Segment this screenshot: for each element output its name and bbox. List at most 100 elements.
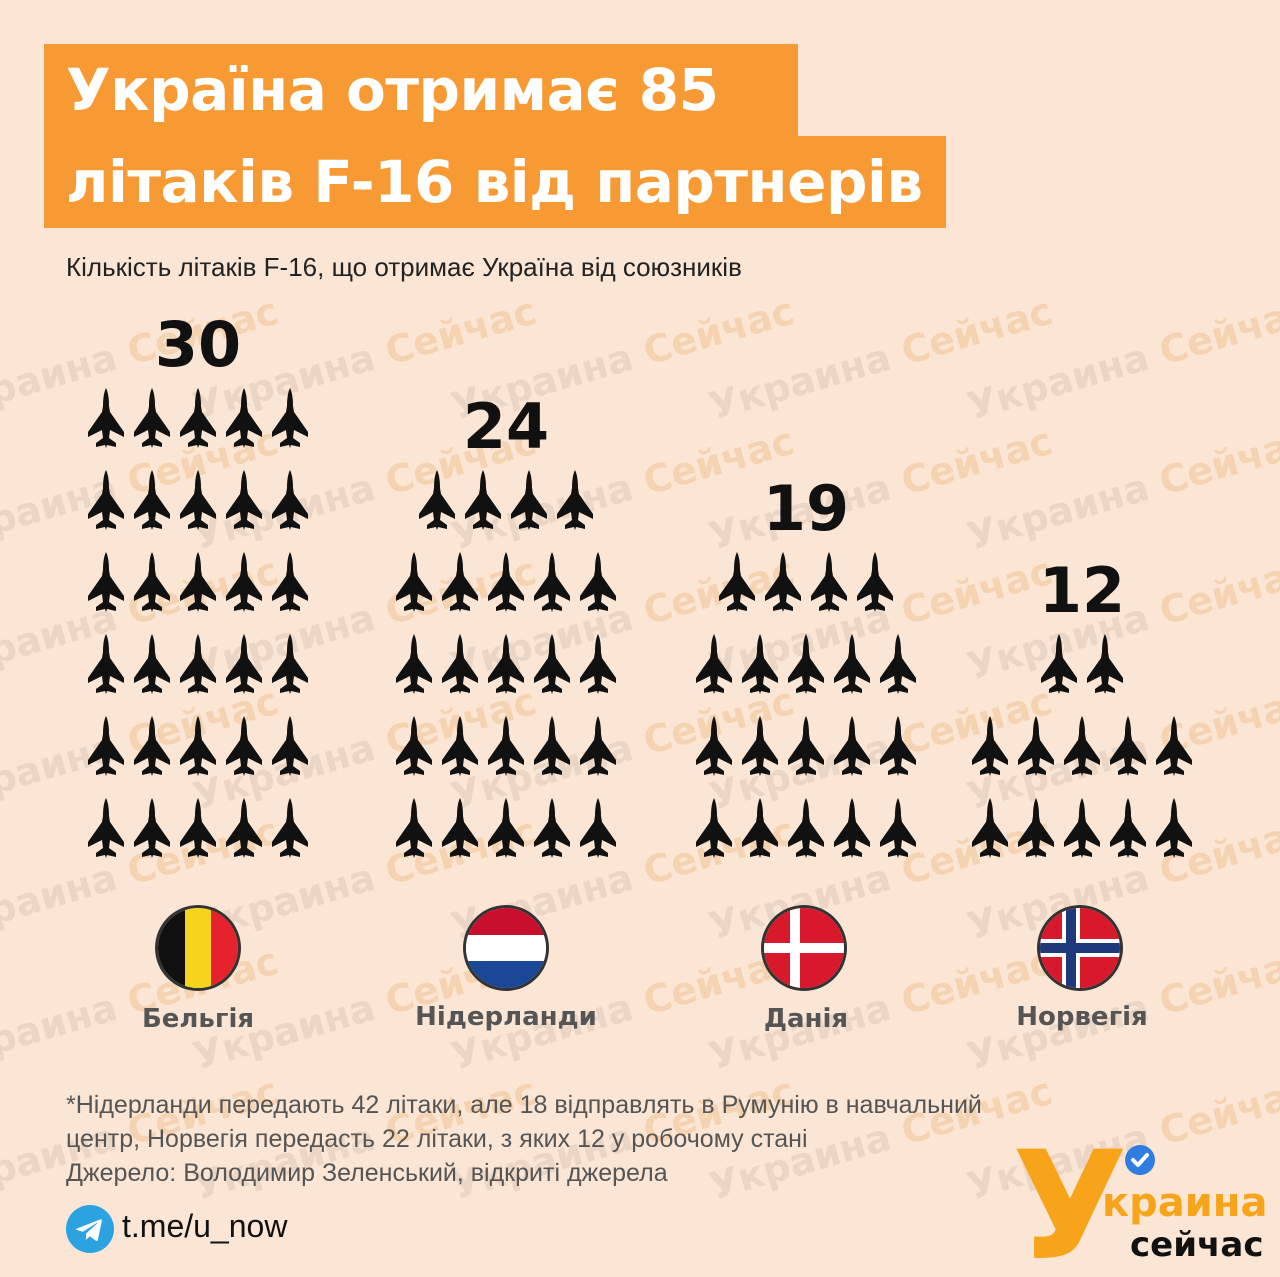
f16-jet-icon bbox=[696, 716, 732, 776]
f16-jet-icon bbox=[534, 716, 570, 776]
watermark-text: Украина Сейчас bbox=[704, 939, 1057, 1079]
f16-jet-icon bbox=[226, 634, 262, 694]
f16-jet-icon bbox=[419, 470, 455, 530]
ukraina-seichas-logo: У краина сейчас bbox=[1012, 1128, 1267, 1268]
f16-jet-icon bbox=[580, 716, 616, 776]
f16-jet-icon bbox=[272, 470, 308, 530]
f16-jet-icon bbox=[134, 552, 170, 612]
f16-jet-icon bbox=[226, 798, 262, 858]
f16-jet-icon bbox=[180, 716, 216, 776]
f16-jet-icon bbox=[1110, 716, 1146, 776]
f16-jet-icon bbox=[788, 716, 824, 776]
value-label: 12 bbox=[1039, 554, 1125, 627]
f16-jet-icon bbox=[442, 798, 478, 858]
country-name-netherlands: Нідерланди bbox=[415, 1002, 597, 1032]
f16-jet-icon bbox=[488, 798, 524, 858]
f16-jet-icon bbox=[396, 798, 432, 858]
footnote-line-1: *Нідерланди передають 42 літаки, але 18 … bbox=[66, 1091, 982, 1119]
f16-jet-icon bbox=[180, 470, 216, 530]
f16-jet-icon bbox=[442, 552, 478, 612]
value-label: 19 bbox=[763, 472, 849, 545]
f16-jet-icon bbox=[742, 716, 778, 776]
f16-jet-icon bbox=[272, 716, 308, 776]
f16-jet-icon bbox=[742, 798, 778, 858]
f16-jet-icon bbox=[580, 552, 616, 612]
f16-jet-icon bbox=[396, 552, 432, 612]
f16-jet-icon bbox=[880, 798, 916, 858]
telegram-link[interactable]: t.me/u_now bbox=[122, 1208, 288, 1244]
f16-jet-icon bbox=[880, 634, 916, 694]
footnote: *Нідерланди передають 42 літаки, але 18 … bbox=[66, 1088, 1166, 1190]
netherlands-flag-icon bbox=[466, 908, 546, 988]
f16-jet-icon bbox=[972, 798, 1008, 858]
f16-jet-icon bbox=[1018, 798, 1054, 858]
f16-jet-icon bbox=[488, 552, 524, 612]
f16-jet-icon bbox=[396, 634, 432, 694]
f16-jet-icon bbox=[442, 716, 478, 776]
f16-jet-icon bbox=[696, 634, 732, 694]
f16-jet-icon bbox=[88, 798, 124, 858]
f16-jet-icon bbox=[880, 716, 916, 776]
f16-jet-icon bbox=[134, 716, 170, 776]
f16-jet-icon bbox=[226, 470, 262, 530]
f16-jet-icon bbox=[534, 552, 570, 612]
f16-jet-icon bbox=[272, 388, 308, 448]
value-label: 24 bbox=[463, 390, 549, 463]
f16-jet-icon bbox=[834, 798, 870, 858]
f16-jet-icon bbox=[134, 388, 170, 448]
f16-jet-icon bbox=[1110, 798, 1146, 858]
f16-jet-icon bbox=[1041, 634, 1077, 694]
f16-jet-icon bbox=[180, 552, 216, 612]
f16-jet-icon bbox=[719, 552, 755, 612]
title-line-1: Україна отримає 85 bbox=[44, 44, 798, 136]
telegram-icon[interactable] bbox=[66, 1205, 114, 1253]
f16-jet-icon bbox=[580, 634, 616, 694]
f16-jet-icon bbox=[534, 798, 570, 858]
logo-word-1: краина bbox=[1102, 1180, 1267, 1226]
f16-jet-icon bbox=[88, 552, 124, 612]
denmark-flag-icon bbox=[764, 908, 844, 988]
norway-flag-icon bbox=[1040, 908, 1120, 988]
f16-jet-icon bbox=[580, 798, 616, 858]
f16-jet-icon bbox=[272, 634, 308, 694]
f16-jet-icon bbox=[134, 798, 170, 858]
f16-jet-icon bbox=[88, 470, 124, 530]
f16-jet-icon bbox=[488, 634, 524, 694]
logo-word-2: сейчас bbox=[1130, 1225, 1263, 1265]
f16-jet-icon bbox=[1087, 634, 1123, 694]
logo-letter: У bbox=[1012, 1128, 1128, 1268]
f16-jet-icon bbox=[180, 798, 216, 858]
f16-jet-icon bbox=[1156, 798, 1192, 858]
f16-jet-icon bbox=[742, 634, 778, 694]
chart-subtitle: Кількість літаків F-16, що отримає Украї… bbox=[66, 252, 742, 282]
belgium-flag-icon bbox=[158, 908, 238, 988]
f16-jet-icon bbox=[765, 552, 801, 612]
f16-jet-icon bbox=[88, 388, 124, 448]
country-name-denmark: Данія bbox=[763, 1004, 849, 1034]
verified-check-icon bbox=[1125, 1145, 1155, 1175]
f16-jet-icon bbox=[696, 798, 732, 858]
f16-jet-icon bbox=[396, 716, 432, 776]
footnote-line-3: Джерело: Володимир Зеленський, відкриті … bbox=[66, 1159, 668, 1187]
title-line-2: літаків F-16 від партнерів bbox=[44, 136, 946, 228]
f16-jet-icon bbox=[226, 388, 262, 448]
f16-jet-icon bbox=[1156, 716, 1192, 776]
pictogram-chart: 30 24 19 12 bbox=[88, 308, 1192, 858]
f16-jet-icon bbox=[534, 634, 570, 694]
f16-jet-icon bbox=[811, 552, 847, 612]
f16-jet-icon bbox=[226, 552, 262, 612]
f16-jet-icon bbox=[180, 634, 216, 694]
footnote-line-2: центр, Норвегія передасть 22 літаки, з я… bbox=[66, 1125, 808, 1153]
f16-jet-icon bbox=[834, 634, 870, 694]
f16-jet-icon bbox=[972, 716, 1008, 776]
f16-jet-icon bbox=[272, 798, 308, 858]
f16-jet-icon bbox=[88, 634, 124, 694]
f16-jet-icon bbox=[1018, 716, 1054, 776]
f16-jet-icon bbox=[488, 716, 524, 776]
f16-jet-icon bbox=[465, 470, 501, 530]
f16-jet-icon bbox=[442, 634, 478, 694]
f16-jet-icon bbox=[834, 716, 870, 776]
f16-jet-icon bbox=[180, 388, 216, 448]
country-name-norway: Норвегія bbox=[1016, 1002, 1148, 1032]
f16-jet-icon bbox=[272, 552, 308, 612]
